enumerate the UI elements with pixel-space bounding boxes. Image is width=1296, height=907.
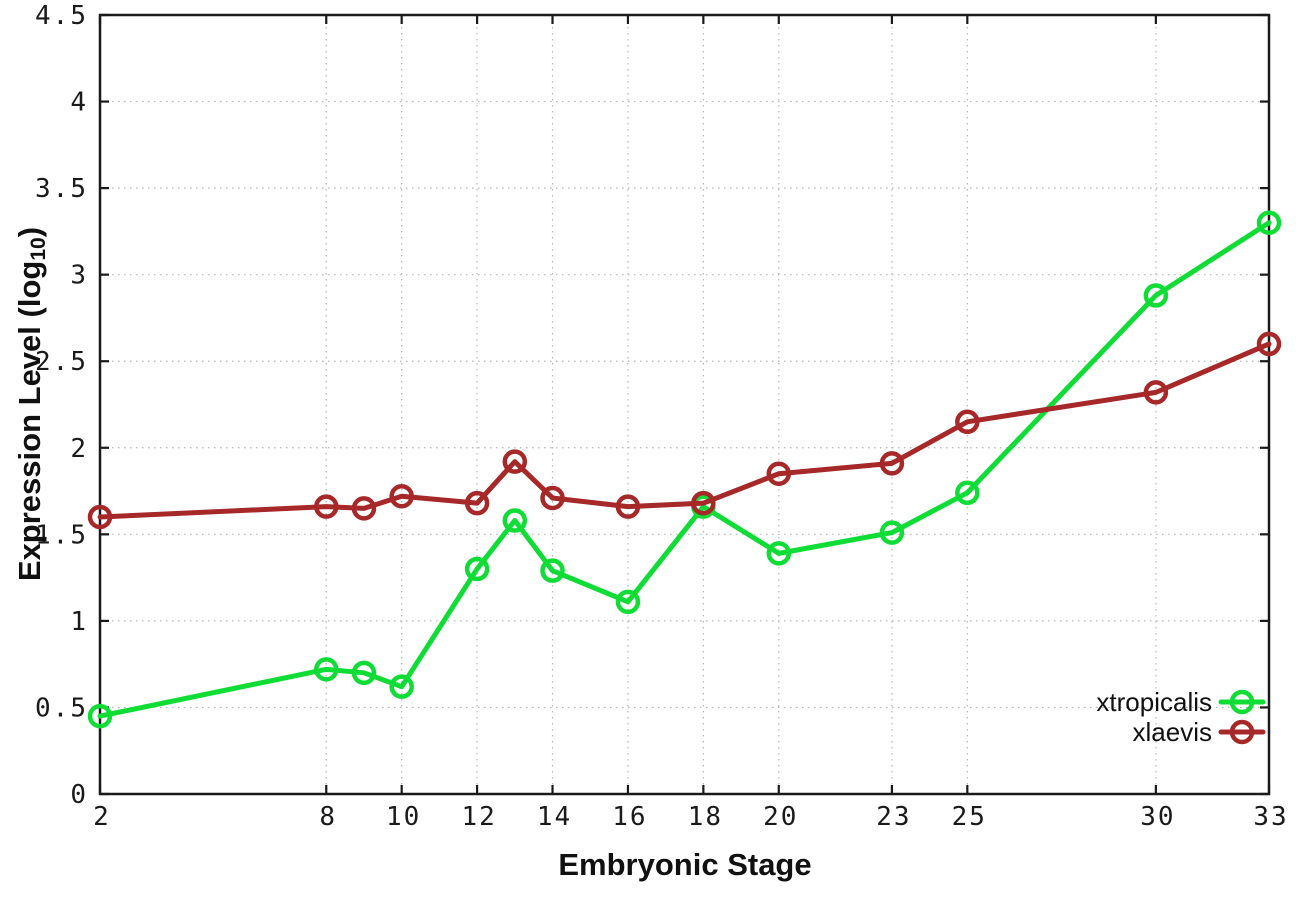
data-point-marker <box>351 496 377 521</box>
y-tick-label: 1.5 <box>35 520 88 550</box>
legend-sample-marker <box>1229 719 1255 745</box>
y-axis-label-main: Expression Level (log <box>12 260 47 582</box>
data-point-marker <box>1256 331 1282 357</box>
x-tick-label: 16 <box>612 802 647 832</box>
data-point-marker <box>389 674 414 699</box>
data-point-marker <box>879 520 905 545</box>
data-point-marker <box>351 660 377 686</box>
data-point-marker <box>1143 380 1169 405</box>
data-point-marker <box>87 504 113 530</box>
data-point-marker <box>540 558 565 583</box>
legend-sample-marker <box>1229 689 1255 715</box>
data-point-marker <box>314 494 339 519</box>
data-point-marker <box>879 451 905 476</box>
data-point-marker <box>955 480 980 506</box>
y-tick-label: 1 <box>70 607 88 637</box>
x-tick-label: 12 <box>461 802 496 832</box>
x-axis-label: Embryonic Stage <box>558 847 812 882</box>
y-axis-label-subscript: 10 <box>27 237 51 261</box>
y-tick-label: 0 <box>70 780 88 810</box>
x-tick-label: 23 <box>876 802 911 832</box>
data-point-marker <box>314 657 339 682</box>
plot-border <box>98 13 1271 796</box>
x-tick-label: 25 <box>952 802 987 832</box>
legend-label-xlaevis: xlaevis <box>1133 717 1212 747</box>
data-point-marker <box>502 449 528 474</box>
data-point-marker <box>389 483 414 509</box>
x-tick-label: 10 <box>386 802 421 832</box>
series-line-xlaevis <box>97 341 1272 520</box>
x-tick-label: 8 <box>319 802 337 832</box>
y-tick-label: 4 <box>70 88 88 118</box>
data-point-marker <box>1256 210 1282 235</box>
y-tick-labels: 0 0.5 1 1.5 2 2.5 3 3.5 4 4.5 <box>35 1 88 810</box>
x-tick-label: 18 <box>688 802 723 832</box>
data-point-marker <box>766 541 792 566</box>
data-point-marker <box>464 490 490 516</box>
y-tick-label: 0.5 <box>35 693 88 723</box>
y-tick-label: 2.5 <box>35 347 88 377</box>
y-axis-label-suffix: ) <box>12 226 47 238</box>
data-point-marker <box>615 589 641 615</box>
x-tick-label: 2 <box>93 802 111 832</box>
x-tick-labels: 2 8 10 12 14 16 18 20 23 25 30 33 <box>93 802 1288 832</box>
data-point-marker <box>540 485 565 511</box>
x-tick-label: 14 <box>537 802 572 832</box>
data-point-marker <box>615 494 641 519</box>
series-xlaevis <box>87 331 1282 530</box>
legend-label-xtropicalis: xtropicalis <box>1096 687 1212 717</box>
data-point-marker <box>691 490 716 516</box>
data-point-marker <box>766 461 792 486</box>
legend-sample-xlaevis <box>1218 719 1266 745</box>
data-point-marker <box>955 409 980 435</box>
data-point-marker <box>87 703 113 729</box>
data-point-marker <box>502 508 528 533</box>
data-point-marker <box>464 556 490 582</box>
y-tick-label: 4.5 <box>35 1 88 31</box>
legend-sample-xtropicalis <box>1218 689 1266 715</box>
series-xtropicalis <box>87 210 1282 729</box>
series-line-xtropicalis <box>97 220 1272 719</box>
y-tick-label: 3.5 <box>35 174 88 204</box>
y-tick-label: 2 <box>70 434 88 464</box>
x-tick-label: 33 <box>1253 802 1288 832</box>
data-point-marker <box>1143 283 1169 308</box>
x-tick-label: 30 <box>1140 802 1175 832</box>
y-tick-label: 3 <box>70 261 88 291</box>
x-tick-label: 20 <box>763 802 798 832</box>
tick-marks <box>98 13 1271 796</box>
y-axis-label: Expression Level (log10) <box>12 226 51 582</box>
